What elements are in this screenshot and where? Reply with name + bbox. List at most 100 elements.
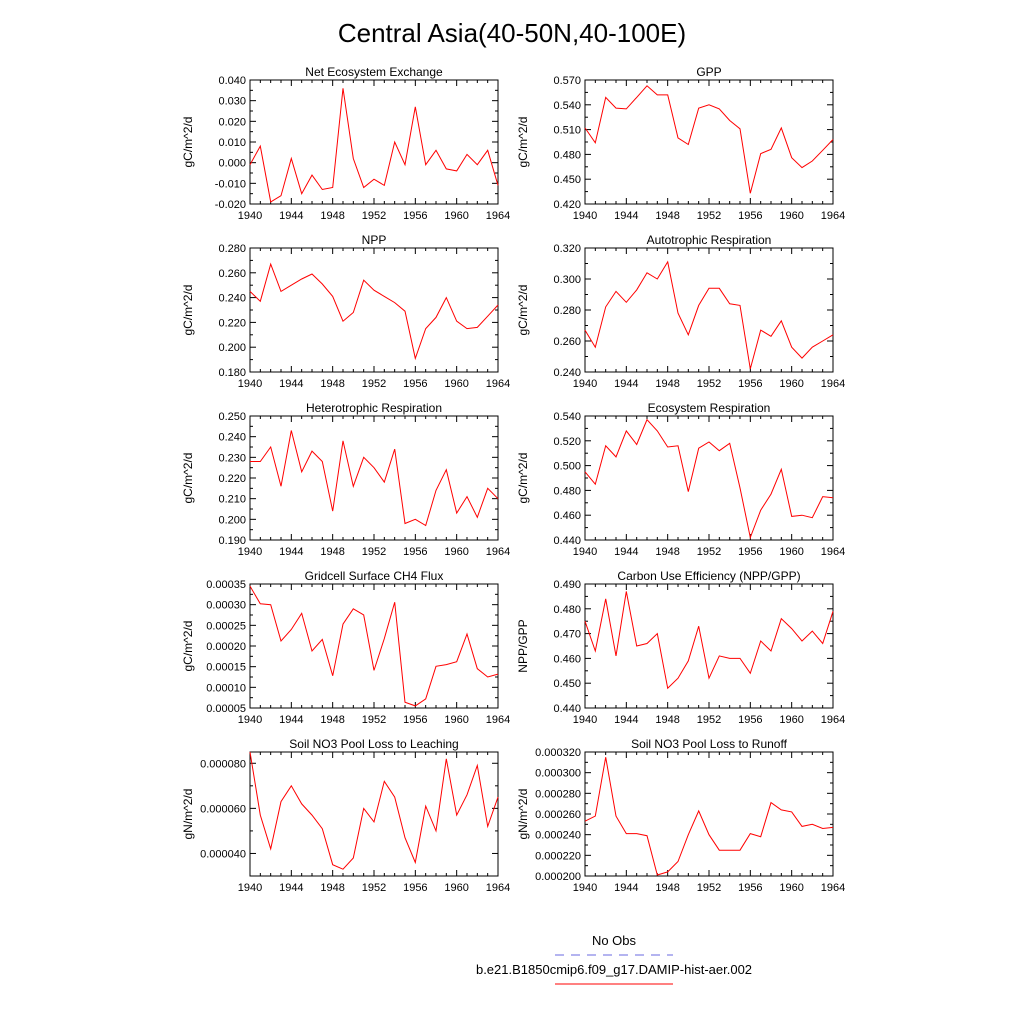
x-tick-label: 1952 [697,546,721,558]
x-tick-label: 1960 [779,546,803,558]
y-tick-label: 0.000060 [200,803,246,815]
x-tick-label: 1964 [486,882,510,894]
y-tick-label: 0.230 [218,452,246,464]
x-tick-label: 1952 [697,714,721,726]
y-tick-label: 0.000200 [535,871,581,883]
chart-panel: Ecosystem Respiration 1940 1944 1948 1952 195… [516,401,845,558]
x-tick-label: 1948 [655,882,679,894]
y-tick-label: 0.480 [553,604,581,616]
x-tick-label: 1964 [486,546,510,558]
x-tick-label: 1948 [320,882,344,894]
y-tick-label: 0.450 [553,678,581,690]
y-tick-label: 0.510 [553,125,581,137]
chart-panel: GPP 1940 1944 1948 1952 1956 1960 1964 0.420 0.45… [516,65,845,222]
panel-title: NPP [362,233,387,247]
y-tick-label: 0.220 [218,473,246,485]
x-tick-label: 1960 [444,714,468,726]
y-tick-label: 0.460 [553,510,581,522]
chart-panel: Soil NO3 Pool Loss to Leaching 1940 1944 19… [181,737,510,894]
x-tick-label: 1944 [279,546,303,558]
x-tick-label: 1948 [655,378,679,390]
x-tick-label: 1952 [697,210,721,222]
x-tick-label: 1944 [614,882,638,894]
y-tick-label: 0.480 [553,485,581,497]
x-tick-label: 1952 [697,882,721,894]
series-line [249,88,499,203]
y-tick-label: 0.490 [553,579,581,591]
x-tick-label: 1948 [320,546,344,558]
y-tick-label: 0.00030 [206,600,246,612]
x-tick-label: 1948 [320,378,344,390]
y-axis-label: gC/m^2/d [516,453,530,504]
legend-model-label: b.e21.B1850cmip6.f09_g17.DAMIP-hist-aer.… [476,962,752,977]
series-line [249,585,499,707]
panel-title: Soil NO3 Pool Loss to Leaching [289,737,458,751]
y-tick-label: 0.250 [218,411,246,423]
plot-frame [584,79,834,205]
chart-panel: Net Ecosystem Exchange 1940 1944 1948 1952 19… [181,65,510,222]
y-tick-label: 0.000320 [535,747,581,759]
y-tick-label: 0.00025 [206,620,246,632]
panel-title: Heterotrophic Respiration [306,401,442,415]
y-axis-label: gN/m^2/d [181,789,195,840]
y-axis-label: gC/m^2/d [181,285,195,336]
y-tick-label: 0.460 [553,653,581,665]
chart-panel: Heterotrophic Respiration 1940 1944 1948 195… [181,401,510,558]
x-tick-label: 1944 [279,210,303,222]
x-tick-label: 1964 [486,378,510,390]
x-tick-label: 1940 [573,546,597,558]
x-tick-label: 1940 [238,210,262,222]
y-tick-label: 0.00015 [206,662,246,674]
y-tick-label: 0.020 [218,116,246,128]
x-tick-label: 1948 [320,714,344,726]
x-tick-label: 1944 [614,210,638,222]
panel-title: Net Ecosystem Exchange [305,65,443,79]
legend: No Obs b.e21.B1850cmip6.f09_g17.DAMIP-hi… [476,933,752,985]
plot-frame [584,751,834,877]
y-tick-label: 0.000280 [535,788,581,800]
x-tick-label: 1940 [573,882,597,894]
y-tick-label: -0.020 [215,199,246,211]
x-tick-label: 1956 [403,378,427,390]
series-line [584,85,834,194]
panel-title: Carbon Use Efficiency (NPP/GPP) [617,569,800,583]
chart-panel: NPP 1940 1944 1948 1952 1956 1960 1964 0.180 0.20… [181,233,510,390]
x-tick-label: 1956 [738,378,762,390]
panel-grid: Net Ecosystem Exchange 1940 1944 1948 1952 19… [181,65,845,894]
x-tick-label: 1960 [444,546,468,558]
x-tick-label: 1956 [738,210,762,222]
x-tick-label: 1956 [403,714,427,726]
plot-frame [249,583,499,709]
y-tick-label: 0.440 [553,535,581,547]
y-tick-label: 0.480 [553,149,581,161]
x-tick-label: 1944 [279,882,303,894]
y-tick-label: 0.540 [553,100,581,112]
x-tick-label: 1964 [821,210,845,222]
x-tick-label: 1952 [362,210,386,222]
x-tick-label: 1964 [821,546,845,558]
x-tick-label: 1964 [486,714,510,726]
y-axis-label: NPP/GPP [516,619,530,672]
x-tick-label: 1948 [655,546,679,558]
x-tick-label: 1964 [821,714,845,726]
x-tick-label: 1940 [238,378,262,390]
y-tick-label: 0.00005 [206,703,246,715]
y-tick-label: 0.260 [218,268,246,280]
y-tick-label: 0.210 [218,494,246,506]
y-tick-label: 0.000080 [200,758,246,770]
x-tick-label: 1956 [738,882,762,894]
y-tick-label: 0.300 [553,274,581,286]
y-tick-label: 0.220 [218,317,246,329]
plot-frame [249,415,499,541]
x-tick-label: 1944 [614,714,638,726]
x-tick-label: 1940 [573,714,597,726]
x-tick-label: 1952 [362,546,386,558]
y-axis-label: gN/m^2/d [516,789,530,840]
y-tick-label: 0.570 [553,75,581,87]
y-tick-label: 0.240 [553,367,581,379]
chart-panel: Carbon Use Efficiency (NPP/GPP) 1940 1944 1… [516,569,845,726]
y-tick-label: 0.190 [218,535,246,547]
panel-title: Ecosystem Respiration [648,401,771,415]
chart-panel: Gridcell Surface CH4 Flux 1940 1944 1948 195… [181,569,510,726]
x-tick-label: 1956 [738,546,762,558]
